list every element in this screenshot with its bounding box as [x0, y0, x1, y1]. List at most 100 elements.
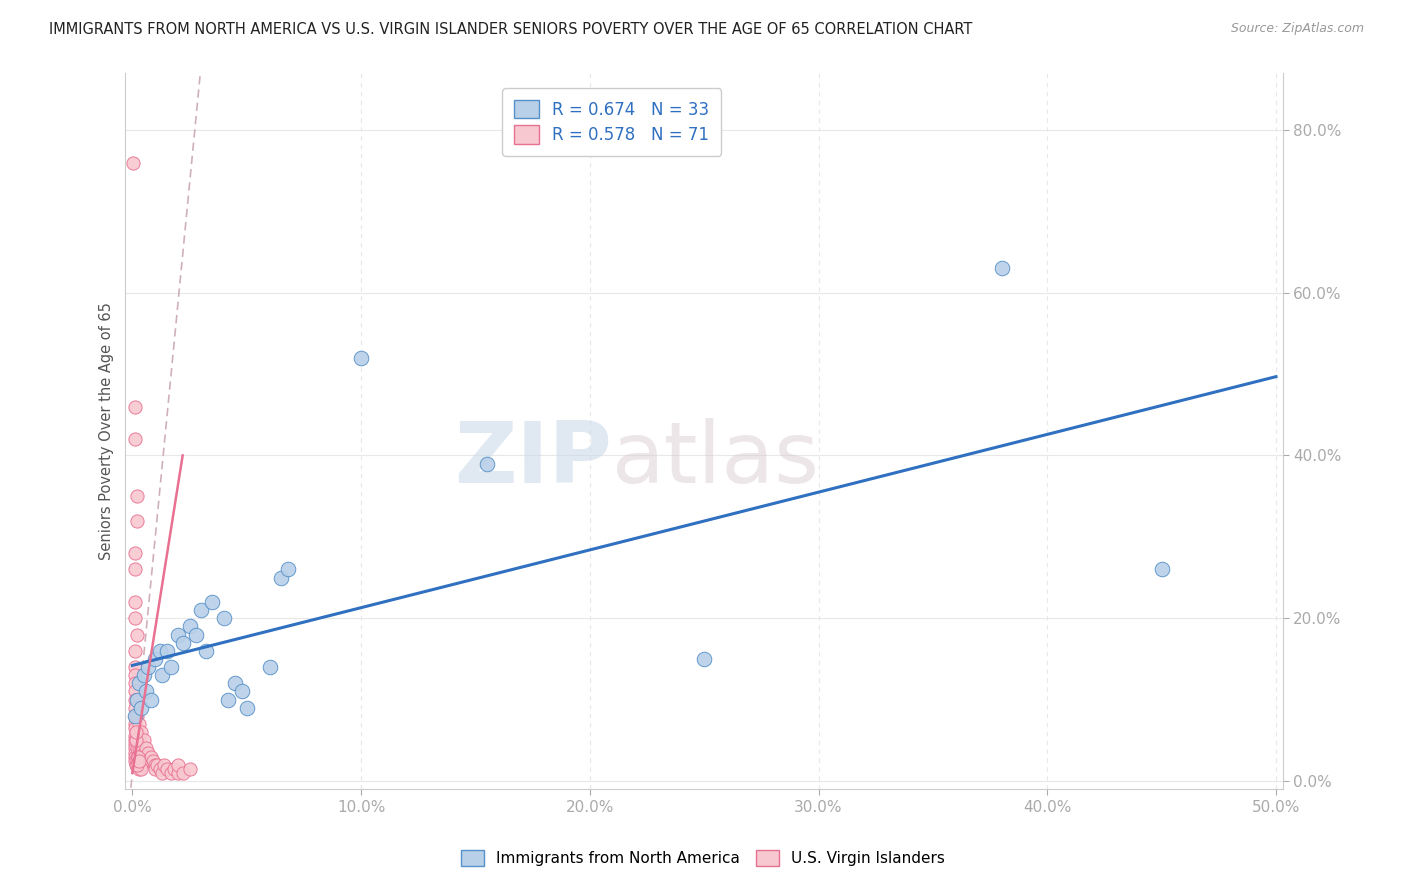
Point [167, 627, 190, 641]
Point [125, 741, 148, 756]
Point [201, 595, 224, 609]
Point [124, 595, 146, 609]
Point [149, 762, 172, 776]
Point [128, 757, 150, 772]
Point [149, 644, 172, 658]
Point [224, 676, 246, 690]
Point [150, 765, 173, 780]
Text: IMMIGRANTS FROM NORTH AMERICA VS U.S. VIRGIN ISLANDER SENIORS POVERTY OVER THE A: IMMIGRANTS FROM NORTH AMERICA VS U.S. VI… [49, 22, 973, 37]
Point [217, 692, 239, 706]
Point [167, 765, 190, 780]
Point [124, 733, 146, 747]
Point [124, 700, 146, 714]
Point [124, 432, 146, 446]
Point [146, 757, 169, 772]
Point [125, 733, 148, 747]
Point [124, 746, 146, 760]
Point [128, 676, 150, 690]
Point [125, 627, 148, 641]
Point [127, 749, 149, 764]
Point [125, 709, 148, 723]
Point [128, 717, 150, 731]
Point [131, 757, 153, 772]
Point [138, 660, 160, 674]
Point [693, 652, 716, 666]
Point [132, 733, 155, 747]
Point [142, 754, 165, 768]
Y-axis label: Seniors Poverty Over the Age of 65: Seniors Poverty Over the Age of 65 [100, 302, 114, 560]
Point [212, 611, 235, 625]
Point [194, 644, 217, 658]
Point [277, 562, 299, 576]
Point [124, 668, 146, 682]
Point [135, 741, 157, 756]
Point [125, 725, 148, 739]
Point [160, 765, 183, 780]
Point [128, 762, 150, 776]
Point [124, 400, 146, 414]
Point [125, 757, 148, 772]
Point [125, 692, 148, 706]
Text: ZIP: ZIP [454, 418, 612, 501]
Point [124, 754, 146, 768]
Point [172, 635, 194, 649]
Point [475, 457, 498, 471]
Point [128, 754, 150, 768]
Point [125, 749, 148, 764]
Point [131, 749, 153, 764]
Point [270, 570, 292, 584]
Point [138, 754, 160, 768]
Point [132, 746, 155, 760]
Point [128, 749, 150, 764]
Point [124, 684, 146, 698]
Point [125, 489, 148, 503]
Point [124, 709, 146, 723]
Point [131, 762, 153, 776]
Point [128, 733, 150, 747]
Point [124, 676, 146, 690]
Legend: Immigrants from North America, U.S. Virgin Islanders: Immigrants from North America, U.S. Virg… [454, 842, 952, 873]
Point [139, 692, 162, 706]
Point [190, 603, 212, 617]
Point [235, 700, 257, 714]
Legend: R = 0.674   N = 33, R = 0.578   N = 71: R = 0.674 N = 33, R = 0.578 N = 71 [502, 88, 721, 156]
Point [135, 684, 157, 698]
Point [124, 721, 146, 735]
Point [125, 514, 148, 528]
Point [125, 754, 148, 768]
Point [125, 733, 148, 747]
Point [135, 749, 157, 764]
Point [231, 684, 253, 698]
Point [186, 627, 208, 641]
Point [125, 725, 148, 739]
Point [162, 762, 184, 776]
Point [124, 692, 146, 706]
Point [124, 562, 146, 576]
Point [1150, 562, 1173, 576]
Point [143, 652, 166, 666]
Point [124, 644, 146, 658]
Point [143, 757, 166, 772]
Point [150, 668, 173, 682]
Point [124, 709, 146, 723]
Point [128, 741, 150, 756]
Point [124, 741, 146, 756]
Point [131, 700, 153, 714]
Point [122, 155, 145, 169]
Point [143, 762, 166, 776]
Point [156, 762, 179, 776]
Point [125, 757, 148, 772]
Point [124, 611, 146, 625]
Point [179, 619, 201, 633]
Point [153, 757, 176, 772]
Point [172, 765, 194, 780]
Point [139, 749, 162, 764]
Point [167, 757, 190, 772]
Point [350, 351, 373, 365]
Point [160, 660, 183, 674]
Point [124, 738, 146, 752]
Point [124, 749, 146, 764]
Point [990, 261, 1012, 276]
Point [179, 762, 201, 776]
Point [131, 741, 153, 756]
